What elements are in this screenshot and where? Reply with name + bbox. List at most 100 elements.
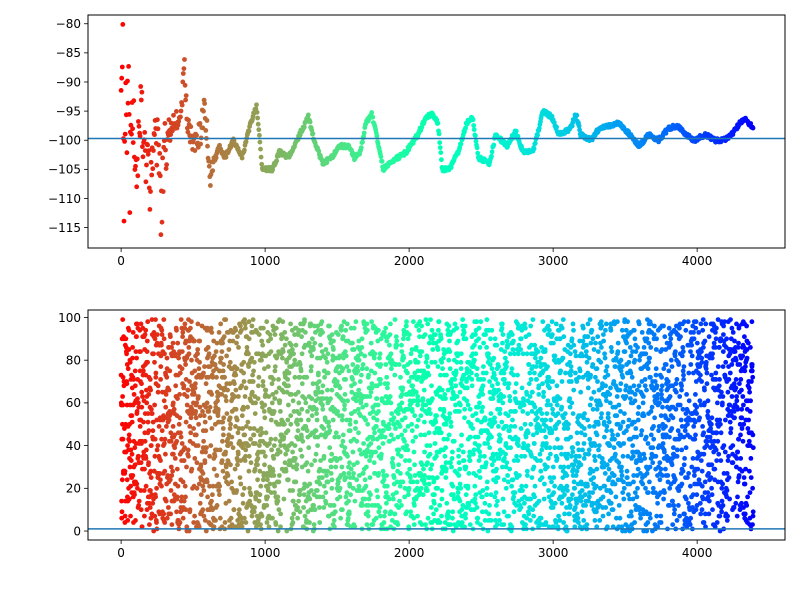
lambda-trace-point xyxy=(614,515,619,521)
lambda-trace-point xyxy=(290,398,296,404)
lambda-trace-point xyxy=(148,488,153,493)
lambda-trace-point xyxy=(483,460,489,466)
lambda-trace-point xyxy=(161,511,167,517)
lambda-trace-point xyxy=(665,473,671,478)
lambda-trace-point xyxy=(199,449,205,455)
lambda-trace-point xyxy=(564,456,570,461)
lambda-trace-point xyxy=(293,479,299,485)
lambda-trace-point xyxy=(351,347,357,352)
lambda-trace-point xyxy=(299,453,305,459)
delta-g-point xyxy=(258,154,264,160)
lambda-trace-point xyxy=(439,488,445,493)
lambda-trace-point xyxy=(177,520,183,525)
lambda-trace-point xyxy=(503,441,509,446)
lambda-trace-point xyxy=(270,392,276,397)
lambda-trace-point xyxy=(162,351,167,357)
lambda-trace-point xyxy=(548,402,553,408)
lambda-trace-point xyxy=(240,492,246,498)
lambda-trace-point xyxy=(606,419,612,425)
lambda-trace-point xyxy=(627,345,633,350)
lambda-trace-point xyxy=(144,338,150,344)
lambda-trace-point xyxy=(194,460,200,466)
lambda-trace-point xyxy=(594,432,600,438)
lambda-trace-point xyxy=(474,505,480,510)
lambda-trace-point xyxy=(389,366,394,372)
lambda-trace-point xyxy=(663,466,668,472)
delta-g-point xyxy=(175,122,181,128)
lambda-trace-point xyxy=(462,323,468,329)
lambda-trace-point xyxy=(511,494,517,500)
lambda-trace-point xyxy=(260,379,266,384)
lambda-trace-point xyxy=(630,453,636,459)
delta-g-point xyxy=(136,119,141,124)
lambda-trace-point xyxy=(415,402,420,408)
delta-g-point xyxy=(138,97,144,103)
delta-g-point xyxy=(374,133,380,139)
lambda-trace-point xyxy=(582,411,587,416)
lambda-trace-point xyxy=(343,494,349,500)
lambda-trace-point xyxy=(223,449,229,455)
lambda-trace-point xyxy=(635,345,640,350)
lambda-trace-point xyxy=(462,524,467,530)
lambda-trace-point xyxy=(234,417,240,423)
lambda-trace-point xyxy=(450,509,456,515)
lambda-trace-point xyxy=(623,394,629,399)
delta-g-point xyxy=(202,101,208,106)
lambda-trace-point xyxy=(262,402,268,408)
lambda-trace-point xyxy=(344,364,350,369)
lambda-trace-point xyxy=(278,443,284,448)
lambda-trace-point xyxy=(550,406,555,412)
lambda-trace-point xyxy=(209,426,215,431)
lambda-trace-point xyxy=(540,381,545,387)
lambda-trace-point xyxy=(264,319,270,325)
lambda-trace-point xyxy=(396,462,401,468)
lambda-trace-point xyxy=(192,385,198,391)
delta-g-point xyxy=(154,162,160,168)
lambda-trace-point xyxy=(180,330,186,335)
lambda-trace-point xyxy=(161,336,167,342)
lambda-trace-point xyxy=(290,488,296,493)
lambda-trace-point xyxy=(373,515,379,521)
lambda-trace-point xyxy=(253,400,258,406)
lambda-trace-point xyxy=(305,468,311,474)
lambda-trace-point xyxy=(662,334,668,340)
lambda-trace-point xyxy=(306,445,312,451)
lambda-trace-point xyxy=(529,342,534,348)
lambda-trace-point xyxy=(184,464,189,470)
lambda-trace-point xyxy=(360,404,366,410)
lambda-trace-point xyxy=(167,368,173,374)
lambda-trace-point xyxy=(204,479,210,485)
lambda-trace-point xyxy=(387,342,392,348)
lambda-trace-point xyxy=(129,451,135,457)
lambda-trace-point xyxy=(370,522,376,527)
lambda-trace-point xyxy=(473,473,479,478)
lambda-trace-point xyxy=(511,458,517,463)
lambda-trace-point xyxy=(480,404,485,410)
lambda-trace-point xyxy=(559,451,564,457)
lambda-trace-point xyxy=(648,321,653,327)
lambda-trace-point xyxy=(446,323,452,329)
delta-g-points xyxy=(118,22,756,238)
lambda-trace-point xyxy=(560,317,566,322)
lambda-trace-point xyxy=(481,340,486,346)
lambda-trace-point xyxy=(382,330,387,335)
lambda-trace-point xyxy=(452,377,458,382)
lambda-trace-point xyxy=(273,325,279,331)
lambda-trace-point xyxy=(419,323,424,329)
lambda-trace-point xyxy=(439,496,445,502)
lambda-trace-point xyxy=(324,473,329,478)
lambda-trace-point xyxy=(501,522,507,527)
lambda-trace-point xyxy=(475,434,481,440)
lambda-trace-point xyxy=(629,513,634,519)
lambda-trace-point xyxy=(584,342,589,348)
lambda-trace-point xyxy=(241,359,247,365)
lambda-trace-point xyxy=(314,417,320,423)
lambda-trace-point xyxy=(351,471,356,476)
lambda-trace-point xyxy=(510,347,516,352)
lambda-trace-point xyxy=(281,389,287,395)
lambda-trace-point xyxy=(250,379,256,384)
lambda-trace-point xyxy=(280,349,286,354)
lambda-trace-point xyxy=(608,385,613,391)
lambda-trace-point xyxy=(610,432,615,438)
lambda-trace-point xyxy=(348,466,354,472)
